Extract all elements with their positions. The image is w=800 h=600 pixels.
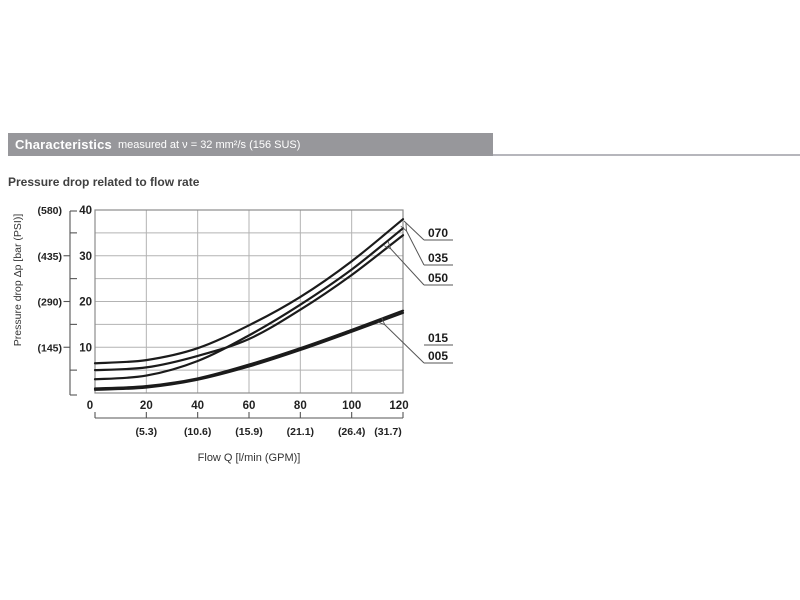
curve-050: [93, 234, 405, 372]
svg-text:(21.1): (21.1): [287, 426, 314, 438]
svg-text:(31.7): (31.7): [374, 426, 401, 438]
svg-text:40: 40: [191, 400, 204, 412]
svg-text:100: 100: [342, 400, 361, 412]
svg-text:(435): (435): [37, 251, 62, 263]
svg-text:20: 20: [140, 400, 153, 412]
curve-label-050: 050: [390, 248, 453, 286]
svg-text:20: 20: [79, 297, 92, 309]
y-tick-labels-psi: (145) (290) (435) (580): [37, 205, 62, 354]
svg-text:80: 80: [294, 400, 307, 412]
header-title: Characteristics: [15, 137, 112, 152]
svg-text:30: 30: [79, 251, 92, 263]
svg-text:(580): (580): [37, 205, 62, 217]
svg-text:(10.6): (10.6): [184, 426, 211, 438]
curve-005: [93, 311, 405, 391]
header-subtitle: measured at ν = 32 mm²/s (156 SUS): [117, 138, 301, 151]
curve-label-070: 070: [403, 220, 453, 241]
curve-015: [93, 309, 405, 390]
svg-text:015: 015: [428, 331, 448, 345]
svg-text:035: 035: [428, 251, 448, 265]
chart-section-title: Pressure drop related to flow rate: [8, 175, 200, 189]
svg-text:(26.4): (26.4): [338, 426, 365, 438]
svg-text:10: 10: [79, 342, 92, 354]
plot-border: [94, 209, 404, 394]
x-axis-scale: [94, 412, 404, 419]
svg-text:60: 60: [243, 400, 256, 412]
curve-label-035: 035: [406, 230, 453, 266]
y-axis-title: Pressure drop Δp [bar (PSI)]: [12, 214, 24, 347]
x-tick-labels-gpm: (5.3) (10.6) (15.9) (21.1) (26.4) (31.7): [136, 426, 402, 438]
svg-text:120: 120: [389, 400, 408, 412]
curve-070: [93, 218, 405, 365]
svg-text:050: 050: [428, 271, 448, 285]
svg-text:40: 40: [79, 205, 92, 217]
svg-text:(145): (145): [37, 342, 62, 354]
characteristics-header-bar: Characteristics measured at ν = 32 mm²/s…: [8, 133, 493, 156]
svg-text:(15.9): (15.9): [235, 426, 262, 438]
curve-label-005: 005: [384, 324, 453, 364]
svg-text:0: 0: [87, 400, 93, 412]
grid-lines: [95, 210, 403, 393]
pressure-drop-chart: 10 20 30 40 (145) (290) (435) (580) Pressure dro…: [12, 205, 453, 464]
y-tick-labels-bar: 10 20 30 40: [79, 205, 92, 354]
svg-text:(290): (290): [37, 297, 62, 309]
curve-label-015: 015: [424, 331, 453, 346]
x-axis-title: Flow Q [l/min (GPM)]: [198, 452, 301, 464]
svg-text:(5.3): (5.3): [136, 426, 158, 438]
svg-text:005: 005: [428, 349, 448, 363]
x-tick-labels-lmin: 0 20 40 60 80 100 120: [87, 400, 409, 412]
curve-035: [93, 227, 405, 381]
svg-text:070: 070: [428, 226, 448, 240]
y-axis-scale: [63, 210, 77, 396]
